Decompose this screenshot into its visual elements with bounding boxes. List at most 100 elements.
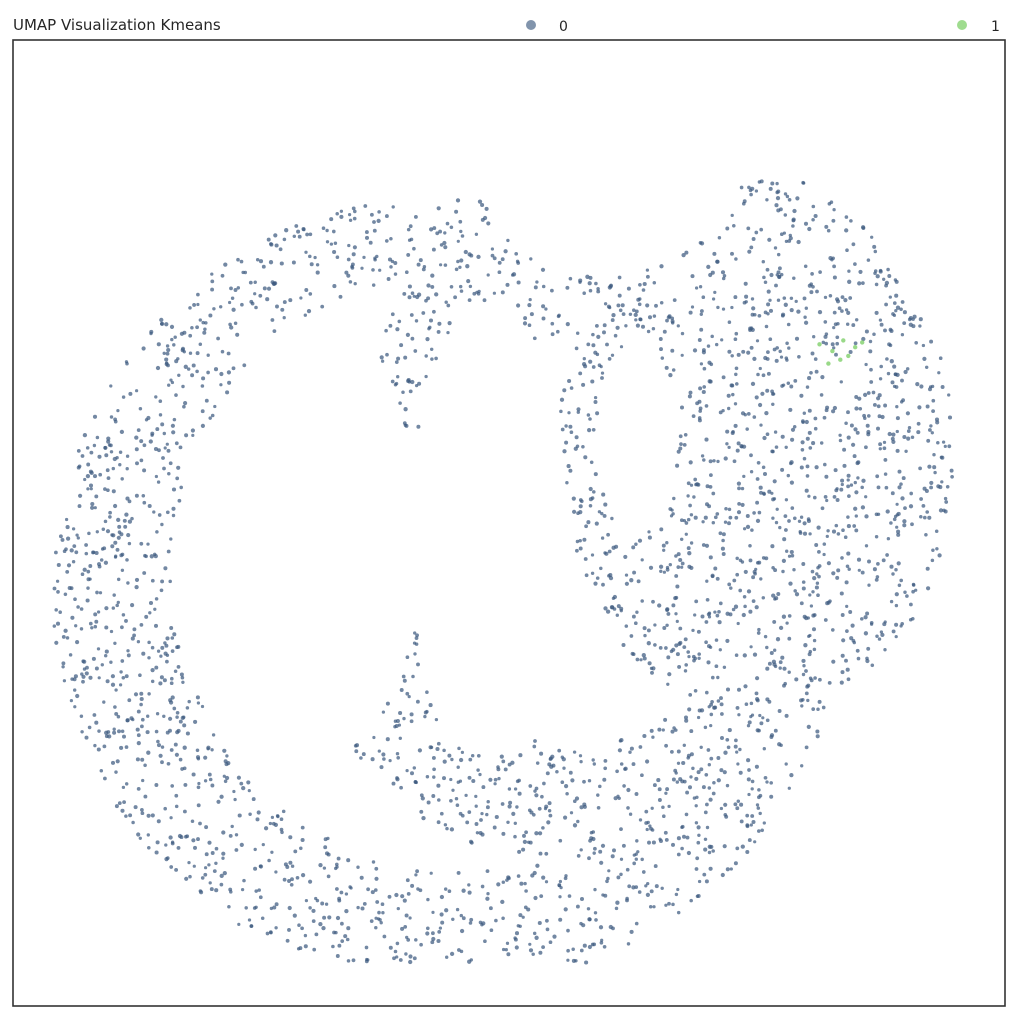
scatter-point-cluster-0 xyxy=(813,676,817,680)
scatter-point-cluster-0 xyxy=(775,195,781,201)
scatter-point-cluster-0 xyxy=(191,838,196,843)
scatter-point-cluster-0 xyxy=(378,268,382,272)
scatter-point-cluster-0 xyxy=(153,623,159,628)
scatter-point-cluster-0 xyxy=(648,824,652,828)
scatter-point-cluster-0 xyxy=(761,491,766,496)
scatter-point-cluster-0 xyxy=(778,660,783,665)
scatter-point-cluster-0 xyxy=(823,462,827,467)
scatter-point-cluster-0 xyxy=(490,247,495,251)
scatter-point-cluster-0 xyxy=(170,337,174,342)
scatter-point-cluster-0 xyxy=(783,192,788,196)
scatter-point-cluster-0 xyxy=(718,531,723,536)
scatter-point-cluster-0 xyxy=(704,404,709,408)
scatter-point-cluster-0 xyxy=(792,208,797,214)
scatter-point-cluster-0 xyxy=(797,519,802,523)
scatter-point-cluster-0 xyxy=(826,600,831,605)
scatter-point-cluster-0 xyxy=(403,925,408,929)
scatter-point-cluster-0 xyxy=(832,275,837,280)
scatter-point-cluster-0 xyxy=(416,424,421,429)
scatter-point-cluster-0 xyxy=(518,753,523,758)
scatter-point-cluster-0 xyxy=(867,583,871,587)
scatter-point-cluster-0 xyxy=(644,809,649,814)
scatter-point-cluster-0 xyxy=(631,545,636,550)
scatter-point-cluster-0 xyxy=(774,445,779,449)
scatter-point-cluster-0 xyxy=(235,332,240,337)
scatter-point-cluster-0 xyxy=(331,944,335,949)
scatter-point-cluster-0 xyxy=(159,588,164,593)
scatter-point-cluster-0 xyxy=(88,577,92,581)
scatter-point-cluster-0 xyxy=(121,395,126,399)
scatter-point-cluster-0 xyxy=(73,688,77,692)
scatter-point-cluster-0 xyxy=(682,518,687,523)
scatter-point-cluster-0 xyxy=(835,575,840,580)
scatter-point-cluster-0 xyxy=(163,806,167,811)
scatter-point-cluster-0 xyxy=(548,757,553,761)
scatter-point-cluster-0 xyxy=(654,884,659,889)
scatter-point-cluster-0 xyxy=(208,777,213,782)
scatter-point-cluster-0 xyxy=(494,918,498,923)
scatter-point-cluster-0 xyxy=(416,662,420,667)
scatter-point-cluster-0 xyxy=(134,584,139,590)
scatter-point-cluster-0 xyxy=(747,768,751,772)
scatter-point-cluster-0 xyxy=(360,266,364,270)
scatter-point-cluster-0 xyxy=(219,305,223,309)
scatter-point-cluster-0 xyxy=(700,454,705,458)
scatter-point-cluster-0 xyxy=(174,393,178,397)
scatter-point-cluster-0 xyxy=(856,656,861,661)
scatter-point-cluster-0 xyxy=(579,760,583,764)
scatter-point-cluster-0 xyxy=(463,249,468,255)
scatter-point-cluster-0 xyxy=(698,409,702,413)
scatter-point-cluster-0 xyxy=(631,762,636,767)
scatter-point-cluster-0 xyxy=(308,232,313,237)
scatter-point-cluster-0 xyxy=(162,678,167,683)
scatter-point-cluster-0 xyxy=(150,433,154,437)
scatter-point-cluster-0 xyxy=(304,250,308,254)
scatter-point-cluster-0 xyxy=(899,624,903,628)
scatter-point-cluster-0 xyxy=(835,498,840,502)
scatter-point-cluster-0 xyxy=(701,520,705,524)
scatter-point-cluster-0 xyxy=(395,941,400,946)
scatter-point-cluster-0 xyxy=(796,309,801,314)
scatter-point-cluster-0 xyxy=(364,945,369,950)
scatter-point-cluster-0 xyxy=(707,615,712,619)
scatter-point-cluster-0 xyxy=(645,268,650,272)
scatter-point-cluster-0 xyxy=(402,678,407,683)
scatter-point-cluster-0 xyxy=(704,437,709,442)
scatter-point-cluster-0 xyxy=(748,544,752,548)
scatter-point-cluster-0 xyxy=(800,419,805,424)
scatter-point-cluster-0 xyxy=(337,943,342,948)
scatter-point-cluster-0 xyxy=(62,549,67,554)
scatter-point-cluster-0 xyxy=(529,312,534,317)
scatter-point-cluster-0 xyxy=(511,811,516,816)
scatter-point-cluster-0 xyxy=(711,297,716,301)
scatter-point-cluster-0 xyxy=(578,509,583,515)
scatter-point-cluster-0 xyxy=(77,504,82,509)
scatter-point-cluster-0 xyxy=(190,428,195,433)
scatter-point-cluster-0 xyxy=(265,931,270,936)
scatter-point-cluster-0 xyxy=(704,640,708,645)
scatter-point-cluster-0 xyxy=(106,730,111,734)
scatter-point-cluster-0 xyxy=(545,771,550,776)
scatter-point-cluster-0 xyxy=(938,508,944,513)
scatter-point-cluster-0 xyxy=(600,371,605,375)
scatter-point-cluster-0 xyxy=(749,326,754,331)
scatter-point-cluster-0 xyxy=(676,749,681,754)
scatter-point-cluster-0 xyxy=(177,373,181,377)
scatter-point-cluster-0 xyxy=(629,634,634,638)
scatter-point-cluster-0 xyxy=(771,402,775,407)
scatter-point-cluster-0 xyxy=(125,467,129,471)
scatter-point-cluster-0 xyxy=(719,696,723,701)
scatter-point-cluster-0 xyxy=(269,242,274,247)
scatter-point-cluster-0 xyxy=(214,846,219,851)
scatter-point-cluster-0 xyxy=(776,298,781,302)
scatter-point-cluster-0 xyxy=(175,710,180,715)
scatter-point-cluster-0 xyxy=(748,609,753,614)
scatter-point-cluster-0 xyxy=(71,527,76,531)
scatter-point-cluster-0 xyxy=(922,356,927,361)
scatter-point-cluster-0 xyxy=(661,543,666,548)
scatter-point-cluster-0 xyxy=(830,258,834,262)
scatter-point-cluster-0 xyxy=(170,649,175,653)
scatter-point-cluster-0 xyxy=(763,775,768,780)
scatter-point-cluster-0 xyxy=(897,583,902,588)
scatter-point-cluster-0 xyxy=(660,356,665,360)
